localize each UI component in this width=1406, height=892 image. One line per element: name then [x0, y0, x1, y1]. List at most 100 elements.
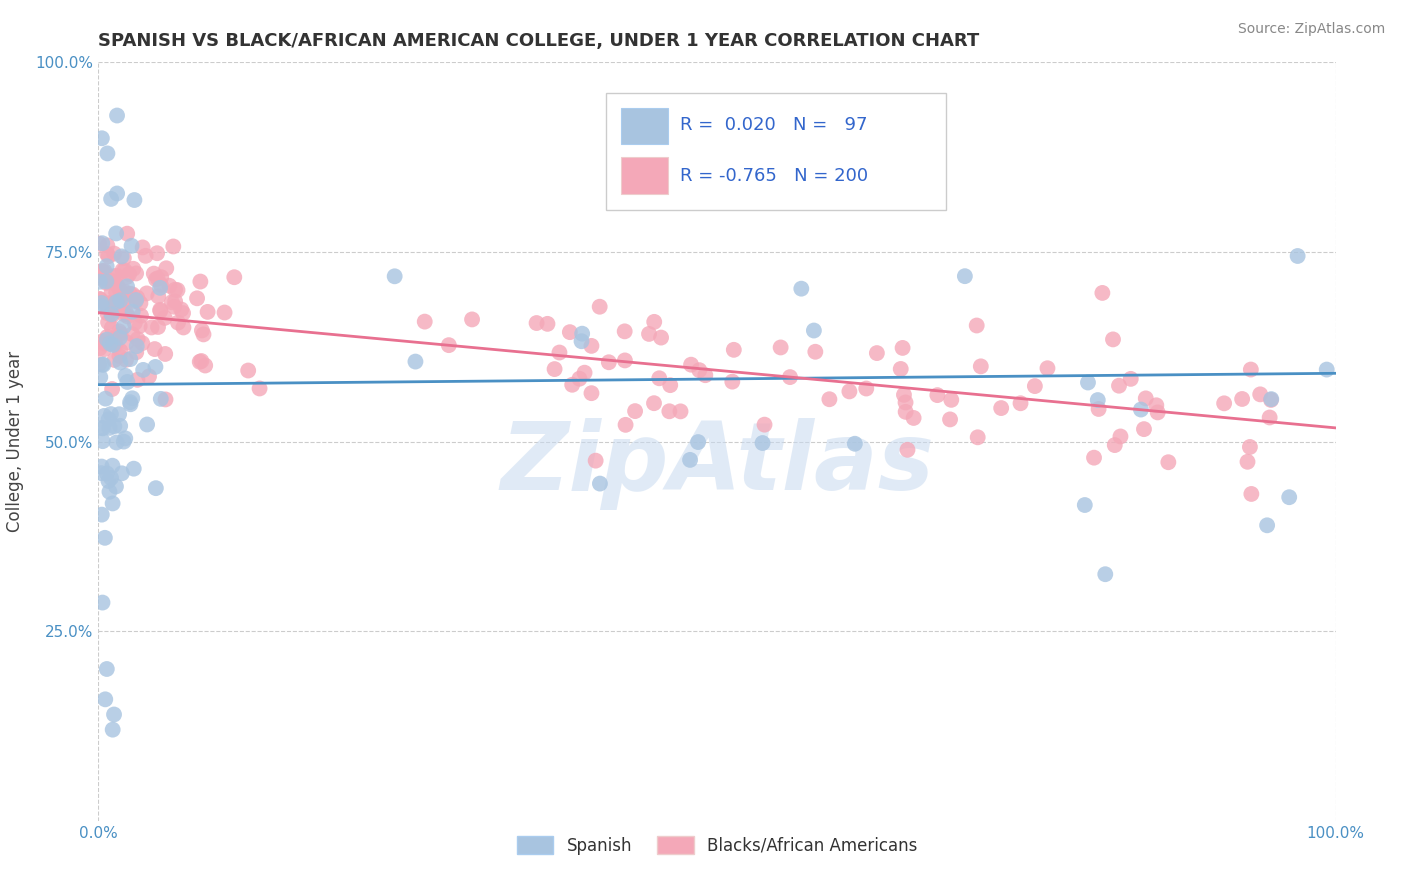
- Point: [110, 326, 132, 341]
- Point: [1230, 392, 1253, 406]
- Point: [104, 303, 127, 318]
- Point: [191, 323, 214, 337]
- Point: [111, 263, 134, 277]
- Point: [96, 259, 118, 273]
- Point: [568, 372, 591, 386]
- Point: [91, 421, 114, 435]
- Point: [1213, 396, 1236, 410]
- Point: [100, 192, 122, 206]
- Point: [110, 293, 132, 308]
- Point: [1102, 332, 1125, 346]
- Point: [101, 382, 124, 396]
- Point: [90, 421, 112, 435]
- Point: [114, 368, 136, 383]
- Point: [127, 291, 149, 305]
- Point: [101, 496, 124, 510]
- Point: [149, 392, 172, 406]
- Point: [1077, 376, 1099, 390]
- Point: [638, 326, 661, 341]
- Point: [124, 316, 146, 330]
- Point: [155, 392, 177, 407]
- Point: [110, 355, 132, 369]
- Point: [91, 299, 114, 313]
- Point: [1278, 490, 1301, 504]
- Point: [1074, 498, 1097, 512]
- Point: [90, 508, 112, 522]
- Point: [98, 484, 121, 499]
- Point: [1087, 393, 1109, 408]
- Point: [970, 359, 993, 374]
- Point: [105, 435, 128, 450]
- Point: [844, 436, 866, 450]
- Point: [571, 326, 593, 341]
- Point: [669, 404, 692, 418]
- Point: [384, 269, 406, 284]
- Point: [1144, 398, 1167, 412]
- Point: [105, 108, 128, 122]
- Point: [94, 531, 117, 545]
- Point: [598, 355, 620, 369]
- Point: [96, 247, 118, 261]
- Point: [101, 458, 124, 473]
- Point: [138, 369, 160, 384]
- Point: [543, 362, 565, 376]
- Point: [98, 421, 121, 435]
- Point: [790, 282, 813, 296]
- Point: [1119, 372, 1142, 386]
- Point: [1087, 401, 1109, 416]
- Point: [927, 388, 949, 402]
- Point: [721, 375, 744, 389]
- Point: [804, 344, 827, 359]
- Point: [118, 267, 141, 281]
- Point: [96, 662, 118, 676]
- Text: Source: ZipAtlas.com: Source: ZipAtlas.com: [1237, 22, 1385, 37]
- Point: [103, 246, 125, 260]
- Text: SPANISH VS BLACK/AFRICAN AMERICAN COLLEGE, UNDER 1 YEAR CORRELATION CHART: SPANISH VS BLACK/AFRICAN AMERICAN COLLEG…: [98, 32, 980, 50]
- Point: [89, 275, 111, 289]
- Point: [1091, 285, 1114, 300]
- Point: [1258, 410, 1281, 425]
- Point: [561, 377, 583, 392]
- Point: [105, 227, 128, 241]
- Point: [91, 334, 114, 348]
- Point: [101, 274, 124, 288]
- Point: [197, 305, 219, 319]
- Point: [571, 334, 593, 349]
- Point: [97, 315, 120, 329]
- Point: [1240, 362, 1263, 376]
- Point: [91, 358, 114, 372]
- Point: [121, 287, 143, 301]
- Point: [114, 431, 136, 445]
- Point: [679, 453, 702, 467]
- Point: [94, 271, 117, 285]
- Point: [890, 362, 912, 376]
- Point: [115, 306, 138, 320]
- Point: [581, 386, 603, 401]
- Legend: Spanish, Blacks/African Americans: Spanish, Blacks/African Americans: [510, 830, 924, 862]
- Point: [643, 396, 665, 410]
- Point: [165, 283, 187, 297]
- Point: [172, 306, 194, 320]
- Text: R = -0.765   N = 200: R = -0.765 N = 200: [681, 167, 868, 186]
- Point: [100, 307, 122, 321]
- Point: [87, 357, 110, 371]
- Point: [648, 371, 671, 385]
- Point: [404, 354, 426, 368]
- Point: [681, 358, 703, 372]
- Point: [149, 302, 172, 317]
- Point: [125, 267, 148, 281]
- Point: [101, 332, 124, 346]
- Point: [894, 395, 917, 409]
- Point: [117, 310, 139, 324]
- Point: [903, 411, 925, 425]
- Point: [107, 296, 129, 310]
- Point: [101, 298, 124, 312]
- Point: [108, 300, 131, 314]
- Point: [894, 405, 917, 419]
- Point: [190, 275, 212, 289]
- Point: [96, 238, 118, 252]
- Point: [136, 417, 159, 432]
- Point: [128, 318, 150, 333]
- Point: [1240, 487, 1263, 501]
- Point: [98, 296, 121, 310]
